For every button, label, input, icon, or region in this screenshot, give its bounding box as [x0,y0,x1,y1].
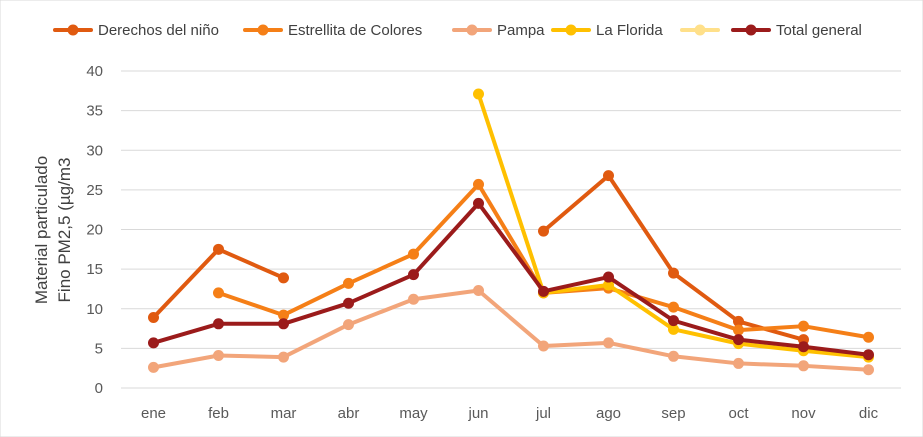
legend-swatch-marker [694,24,706,36]
data-point-ene [148,361,159,373]
x-tick-label-ene: ene [141,405,166,422]
data-point-mar [278,351,289,363]
legend-item-3: La Florida [551,22,663,39]
data-point-mar [278,272,289,284]
y-tick-label: 15 [86,261,103,278]
x-axis-ticks: ene feb mar abr may jun jul ago sep oct nov dic [141,405,879,422]
x-tick-label-jun: jun [467,405,488,422]
data-point-dic [863,364,874,376]
y-tick-label: 30 [86,142,103,159]
series-line [151,201,871,357]
data-point-sep [668,323,679,335]
legend-label: Derechos del niño [98,22,219,39]
y-tick-label: 35 [86,103,103,120]
series-2 [148,285,874,376]
data-point-dic [863,331,874,343]
legend-item-2: Pampa [452,22,545,39]
data-point-mar [278,318,289,330]
data-point-oct [733,324,744,336]
x-tick-label-mar: mar [271,405,297,422]
data-point-nov [798,320,809,332]
data-point-nov [798,360,809,372]
data-point-mar [278,309,289,321]
data-point-feb [213,350,224,362]
x-tick-label-nov: nov [791,405,816,422]
data-point-abr [343,277,354,289]
data-point-abr [343,319,354,331]
y-axis-title-line1: Material particulado [32,156,51,304]
data-point-may [408,269,419,281]
data-point-ago [603,271,614,283]
legend-label: La Florida [596,22,663,39]
x-tick-label-may: may [399,405,428,422]
x-tick-label-oct: oct [728,405,749,422]
legend-label: Pampa [497,22,545,39]
x-tick-label-dic: dic [859,405,879,422]
data-point-ene [148,337,159,349]
series-line [151,288,871,372]
y-tick-label: 40 [86,63,103,80]
data-point-abr [343,297,354,309]
legend-swatch-marker [565,24,577,36]
data-point-jun [473,88,484,100]
series-lines [148,88,874,376]
data-point-oct [733,315,744,327]
y-tick-label: 0 [95,380,103,397]
x-tick-label-abr: abr [338,405,360,422]
data-point-oct [733,357,744,369]
data-point-feb [213,243,224,255]
y-tick-label: 20 [86,222,103,239]
data-point-ene [148,311,159,323]
legend-item-4 [680,24,720,36]
data-point-ago [603,279,614,291]
legend-swatch-marker [67,24,79,36]
y-axis-ticks: 0 5 10 15 20 25 30 35 40 [86,63,103,397]
data-point-jul [538,285,549,297]
legend-swatch-marker [745,24,757,36]
legend: Derechos del niño Estrellita de Colores Pa… [53,22,862,39]
data-point-may [408,293,419,305]
legend-swatch-marker [466,24,478,36]
x-tick-label-ago: ago [596,405,621,422]
y-axis-title-line2: Fino PM2,5 (µg/m3 [55,158,74,303]
data-point-jun [473,285,484,297]
data-point-sep [668,301,679,313]
data-point-feb [213,318,224,330]
data-point-oct [733,334,744,346]
data-point-dic [863,349,874,361]
legend-item-0: Derechos del niño [53,22,219,39]
y-tick-label: 10 [86,301,103,318]
data-point-sep [668,267,679,279]
data-point-ago [603,337,614,349]
data-point-sep [668,350,679,362]
data-point-jul [538,340,549,352]
data-point-jun [473,178,484,190]
data-point-jun [473,197,484,209]
data-point-jul [538,225,549,237]
data-point-may [408,248,419,260]
y-tick-label: 25 [86,182,103,199]
legend-label: Estrellita de Colores [288,22,422,39]
legend-item-5: Total general [731,22,862,39]
legend-label: Total general [776,22,862,39]
data-point-feb [213,287,224,299]
data-point-nov [798,341,809,353]
y-tick-label: 5 [95,340,103,357]
x-tick-label-sep: sep [661,405,685,422]
legend-item-1: Estrellita de Colores [243,22,422,39]
series-5 [148,197,874,361]
x-tick-label-jul: jul [535,405,551,422]
data-point-sep [668,315,679,327]
data-point-ago [603,170,614,182]
legend-swatch-marker [257,24,269,36]
x-tick-label-feb: feb [208,405,229,422]
